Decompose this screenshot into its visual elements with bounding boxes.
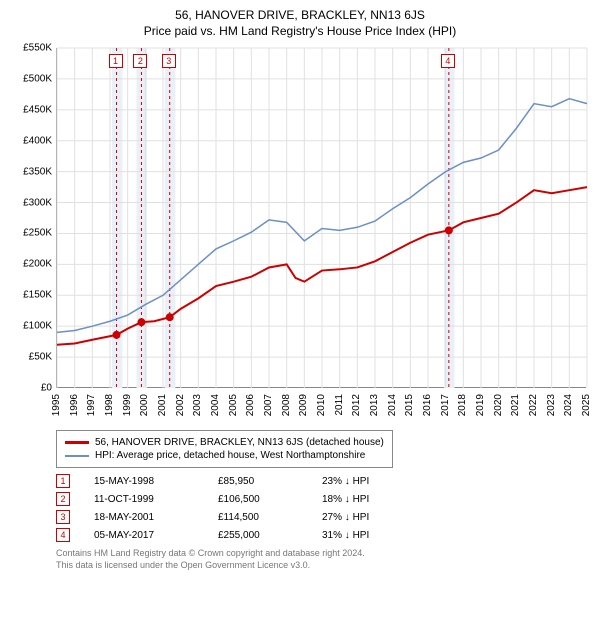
- x-tick-label: 1995: [51, 394, 62, 416]
- x-tick-label: 2012: [351, 394, 362, 416]
- sales-pct: 23% ↓ HPI: [322, 476, 402, 487]
- chart-title: 56, HANOVER DRIVE, BRACKLEY, NN13 6JS: [8, 8, 592, 22]
- x-tick-label: 1996: [69, 394, 80, 416]
- sale-marker-2: 2: [133, 54, 147, 68]
- x-tick-label: 2023: [546, 394, 557, 416]
- x-tick-label: 2010: [316, 394, 327, 416]
- sale-marker-1: 1: [109, 54, 123, 68]
- sales-price: £114,500: [218, 512, 298, 523]
- x-tick-label: 2018: [457, 394, 468, 416]
- x-tick-label: 2005: [228, 394, 239, 416]
- x-tick-label: 2000: [139, 394, 150, 416]
- sales-pct: 31% ↓ HPI: [322, 530, 402, 541]
- chart-svg: [57, 48, 587, 388]
- legend-swatch: [65, 455, 89, 457]
- x-tick-label: 2013: [369, 394, 380, 416]
- x-tick-label: 1999: [122, 394, 133, 416]
- y-tick-label: £550K: [23, 43, 52, 54]
- sales-date: 11-OCT-1999: [94, 494, 194, 505]
- y-tick-label: £350K: [23, 166, 52, 177]
- sale-marker-3: 3: [162, 54, 176, 68]
- footer-line1: Contains HM Land Registry data © Crown c…: [56, 548, 592, 560]
- x-tick-label: 2009: [298, 394, 309, 416]
- legend-row: HPI: Average price, detached house, West…: [65, 450, 384, 461]
- sales-pct: 18% ↓ HPI: [322, 494, 402, 505]
- sales-date: 05-MAY-2017: [94, 530, 194, 541]
- footer-line2: This data is licensed under the Open Gov…: [56, 560, 592, 572]
- y-tick-label: £300K: [23, 197, 52, 208]
- x-tick-label: 2014: [387, 394, 398, 416]
- y-tick-label: £500K: [23, 73, 52, 84]
- sales-marker: 2: [56, 492, 70, 506]
- x-tick-label: 2006: [245, 394, 256, 416]
- sales-marker: 3: [56, 510, 70, 524]
- x-tick-label: 1997: [86, 394, 97, 416]
- chart-area: £0 £50K £100K £150K £200K £250K £300K £350K £400…: [8, 44, 592, 424]
- sales-date: 15-MAY-1998: [94, 476, 194, 487]
- sales-row: 1 15-MAY-1998 £85,950 23% ↓ HPI: [56, 474, 592, 488]
- sales-row: 4 05-MAY-2017 £255,000 31% ↓ HPI: [56, 528, 592, 542]
- y-tick-label: £400K: [23, 135, 52, 146]
- x-tick-label: 2019: [475, 394, 486, 416]
- x-tick-label: 2021: [510, 394, 521, 416]
- y-tick-label: £0: [41, 383, 52, 394]
- sales-row: 3 18-MAY-2001 £114,500 27% ↓ HPI: [56, 510, 592, 524]
- x-tick-label: 2024: [563, 394, 574, 416]
- y-tick-label: £450K: [23, 104, 52, 115]
- x-tick-label: 2001: [157, 394, 168, 416]
- y-tick-label: £200K: [23, 259, 52, 270]
- legend-label: HPI: Average price, detached house, West…: [95, 450, 365, 461]
- x-tick-label: 2022: [528, 394, 539, 416]
- x-tick-label: 2004: [210, 394, 221, 416]
- x-tick-label: 2020: [493, 394, 504, 416]
- y-tick-label: £50K: [29, 352, 52, 363]
- y-tick-label: £150K: [23, 290, 52, 301]
- footer-text: Contains HM Land Registry data © Crown c…: [56, 548, 592, 571]
- sales-price: £255,000: [218, 530, 298, 541]
- x-tick-label: 2017: [440, 394, 451, 416]
- y-tick-label: £100K: [23, 321, 52, 332]
- x-tick-label: 2007: [263, 394, 274, 416]
- sales-marker: 4: [56, 528, 70, 542]
- x-tick-label: 2008: [281, 394, 292, 416]
- sales-marker: 1: [56, 474, 70, 488]
- sales-price: £106,500: [218, 494, 298, 505]
- sales-table: 1 15-MAY-1998 £85,950 23% ↓ HPI 2 11-OCT-1999…: [56, 474, 592, 542]
- legend-label: 56, HANOVER DRIVE, BRACKLEY, NN13 6JS (d…: [95, 437, 384, 448]
- sales-date: 18-MAY-2001: [94, 512, 194, 523]
- sales-price: £85,950: [218, 476, 298, 487]
- plot-area: [56, 48, 586, 388]
- legend: 56, HANOVER DRIVE, BRACKLEY, NN13 6JS (d…: [56, 430, 393, 468]
- chart-subtitle: Price paid vs. HM Land Registry's House …: [8, 24, 592, 38]
- sales-row: 2 11-OCT-1999 £106,500 18% ↓ HPI: [56, 492, 592, 506]
- legend-swatch: [65, 441, 89, 444]
- x-tick-label: 2002: [175, 394, 186, 416]
- sales-pct: 27% ↓ HPI: [322, 512, 402, 523]
- y-tick-label: £250K: [23, 228, 52, 239]
- sale-marker-4: 4: [441, 54, 455, 68]
- x-tick-label: 1998: [104, 394, 115, 416]
- x-tick-label: 2015: [404, 394, 415, 416]
- x-tick-label: 2016: [422, 394, 433, 416]
- x-tick-label: 2011: [334, 394, 345, 416]
- legend-row: 56, HANOVER DRIVE, BRACKLEY, NN13 6JS (d…: [65, 437, 384, 448]
- x-tick-label: 2025: [581, 394, 592, 416]
- x-tick-label: 2003: [192, 394, 203, 416]
